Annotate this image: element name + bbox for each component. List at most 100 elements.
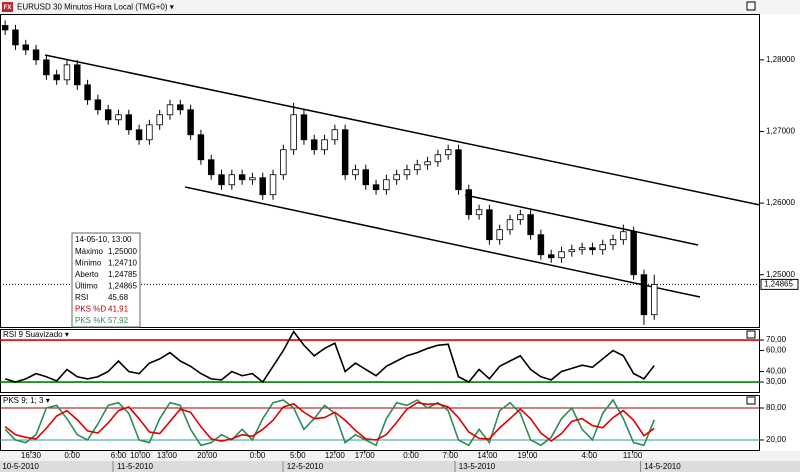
candle-body: [115, 114, 122, 121]
candle-body: [620, 231, 627, 241]
candle-body: [156, 114, 163, 126]
price-panel: [0, 14, 760, 328]
info-value: 1,24785: [108, 270, 137, 279]
x-tick-label: 14:00: [477, 451, 498, 460]
candle-body: [424, 161, 431, 166]
x-tick-label: 7:00: [442, 451, 458, 460]
rsi-panel-button[interactable]: [746, 330, 756, 339]
info-label: Máximo: [75, 247, 104, 256]
date-label: 13-5-2010: [459, 462, 496, 471]
rsi-panel: [0, 329, 760, 393]
candle-body: [74, 64, 81, 86]
trend-lines: [44, 54, 761, 298]
x-tick-label: 0:00: [64, 451, 80, 460]
info-label: Mínimo: [75, 259, 102, 268]
candle-body: [249, 177, 256, 181]
info-label: Último: [75, 282, 98, 291]
candle-body: [414, 164, 421, 171]
candle-body: [84, 84, 91, 101]
x-tick-label: 4:00: [582, 451, 598, 460]
candle-body: [197, 134, 205, 161]
info-date: 14-05-10, 13:00: [75, 235, 132, 244]
panel-title: RSI 9 Suavizado ▾: [3, 330, 69, 339]
x-tick-label: 0:00: [250, 451, 266, 460]
candle-body: [527, 214, 534, 236]
info-value: 57,92: [108, 316, 129, 325]
candle-body: [444, 149, 452, 156]
candle-body: [352, 169, 359, 176]
indicator-line: [4, 398, 655, 447]
x-tick-label: 5:00: [290, 451, 306, 460]
x-tick-label: 16:30: [21, 451, 42, 460]
candle-body: [53, 74, 60, 81]
candle-body: [177, 104, 184, 111]
candle-body: [506, 219, 514, 231]
time-axis-strip: [0, 451, 800, 461]
candle-body: [517, 214, 524, 221]
lower-channel-line: [184, 186, 701, 298]
candle-body: [486, 209, 493, 241]
app-icon: [2, 2, 13, 12]
candle-body: [43, 59, 50, 76]
candle-body: [290, 114, 297, 151]
candle-body: [146, 124, 153, 141]
window-title[interactable]: EURUSD 30 Minutos Hora Local (TMG+0) ▾: [17, 3, 174, 12]
indicator-line: [4, 330, 655, 384]
candle-body: [269, 174, 277, 196]
candle-body: [496, 229, 503, 241]
date-label: 14-5-2010: [644, 462, 681, 471]
stoch-panel: [0, 395, 760, 451]
info-value: 1,25000: [108, 247, 137, 256]
x-tick-label: 6:00: [111, 451, 127, 460]
x-tick-label: 20:00: [197, 451, 218, 460]
candle-body: [166, 104, 174, 116]
y-tick-label: 1,27000: [766, 127, 795, 136]
title-bar: [0, 0, 800, 14]
candle-body: [32, 49, 40, 61]
candle-body: [434, 154, 442, 163]
candle-body: [589, 247, 596, 251]
candle-body: [94, 99, 102, 111]
candle-body: [578, 247, 586, 251]
indicator-line: [4, 401, 655, 443]
panel-title: PKS 9; 1; 3 ▾: [3, 396, 50, 405]
maximize-button[interactable]: [746, 1, 756, 11]
candle-body: [599, 244, 606, 251]
upper-channel-line: [44, 54, 761, 206]
info-value: 41,91: [108, 305, 129, 314]
y-tick-label: 40,00: [766, 367, 787, 376]
candle-body: [372, 184, 380, 191]
x-tick-label: 10:00: [130, 451, 151, 460]
stoch-panel-button[interactable]: [746, 396, 756, 405]
y-tick-label: 80,00: [766, 403, 787, 412]
y-tick-label: 1,26000: [766, 198, 795, 207]
candle-body: [403, 169, 411, 176]
y-tick-label: 60,00: [766, 346, 787, 355]
y-tick-label: 1,28000: [766, 55, 795, 64]
candle-body: [187, 109, 194, 136]
candle-body: [321, 139, 328, 151]
x-tick-label: 11:00: [623, 451, 643, 460]
candle-body: [651, 283, 658, 316]
info-value: 1,24710: [108, 259, 137, 268]
y-tick-label: 70,00: [766, 335, 787, 344]
candle-body: [630, 231, 637, 276]
candle-body: [12, 29, 19, 46]
last-price-label: 1,24865: [764, 279, 793, 288]
candle-body: [455, 149, 462, 191]
candle-body: [547, 254, 555, 259]
plots: 1,28000 1,27000 1,26000 1,25000 1,24865 70,00…: [0, 20, 799, 472]
candle-body: [218, 174, 225, 186]
date-label: 11-5-2010: [117, 462, 153, 471]
candle-body: [1, 25, 9, 31]
info-box-frame: [71, 232, 141, 328]
candle-body: [207, 159, 215, 176]
candle-body: [280, 149, 287, 176]
candle-body: [300, 114, 308, 141]
info-label: RSI: [75, 293, 88, 302]
candle-body: [362, 169, 369, 186]
candle-body: [125, 114, 133, 131]
candle-body: [640, 274, 648, 316]
candle-body: [558, 251, 565, 259]
candle-body: [238, 174, 246, 181]
